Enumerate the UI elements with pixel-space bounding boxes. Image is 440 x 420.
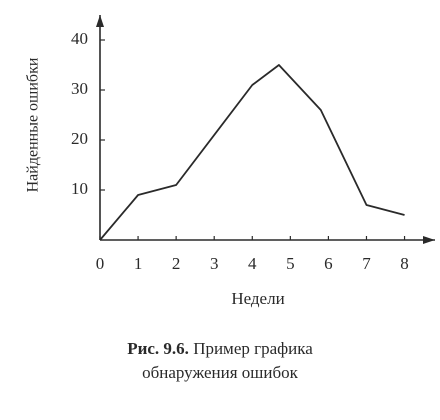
y-tick-label: 40 (71, 29, 88, 48)
figure-number: Рис. 9.6. (127, 339, 189, 358)
x-tick-label: 1 (134, 254, 143, 273)
x-tick-label: 5 (286, 254, 295, 273)
x-axis-arrow (423, 236, 435, 244)
y-axis-label: Найденные ошибки (25, 57, 42, 192)
y-axis-arrow (96, 15, 104, 27)
x-tick-label: 6 (324, 254, 333, 273)
x-tick-label: 4 (248, 254, 257, 273)
caption: Рис. 9.6. Пример графика (127, 339, 313, 358)
x-tick-label: 2 (172, 254, 181, 273)
x-tick-label: 7 (362, 254, 371, 273)
x-tick-label: 0 (96, 254, 105, 273)
x-tick-label: 3 (210, 254, 219, 273)
x-tick-label: 8 (400, 254, 409, 273)
caption-line: Пример графика (193, 339, 313, 358)
y-tick-label: 30 (71, 79, 88, 98)
y-tick-label: 20 (71, 129, 88, 148)
y-tick-label: 10 (71, 179, 88, 198)
x-axis-label: Недели (231, 289, 284, 308)
data-line (99, 64, 405, 241)
caption-line: обнаружения ошибок (142, 363, 299, 382)
